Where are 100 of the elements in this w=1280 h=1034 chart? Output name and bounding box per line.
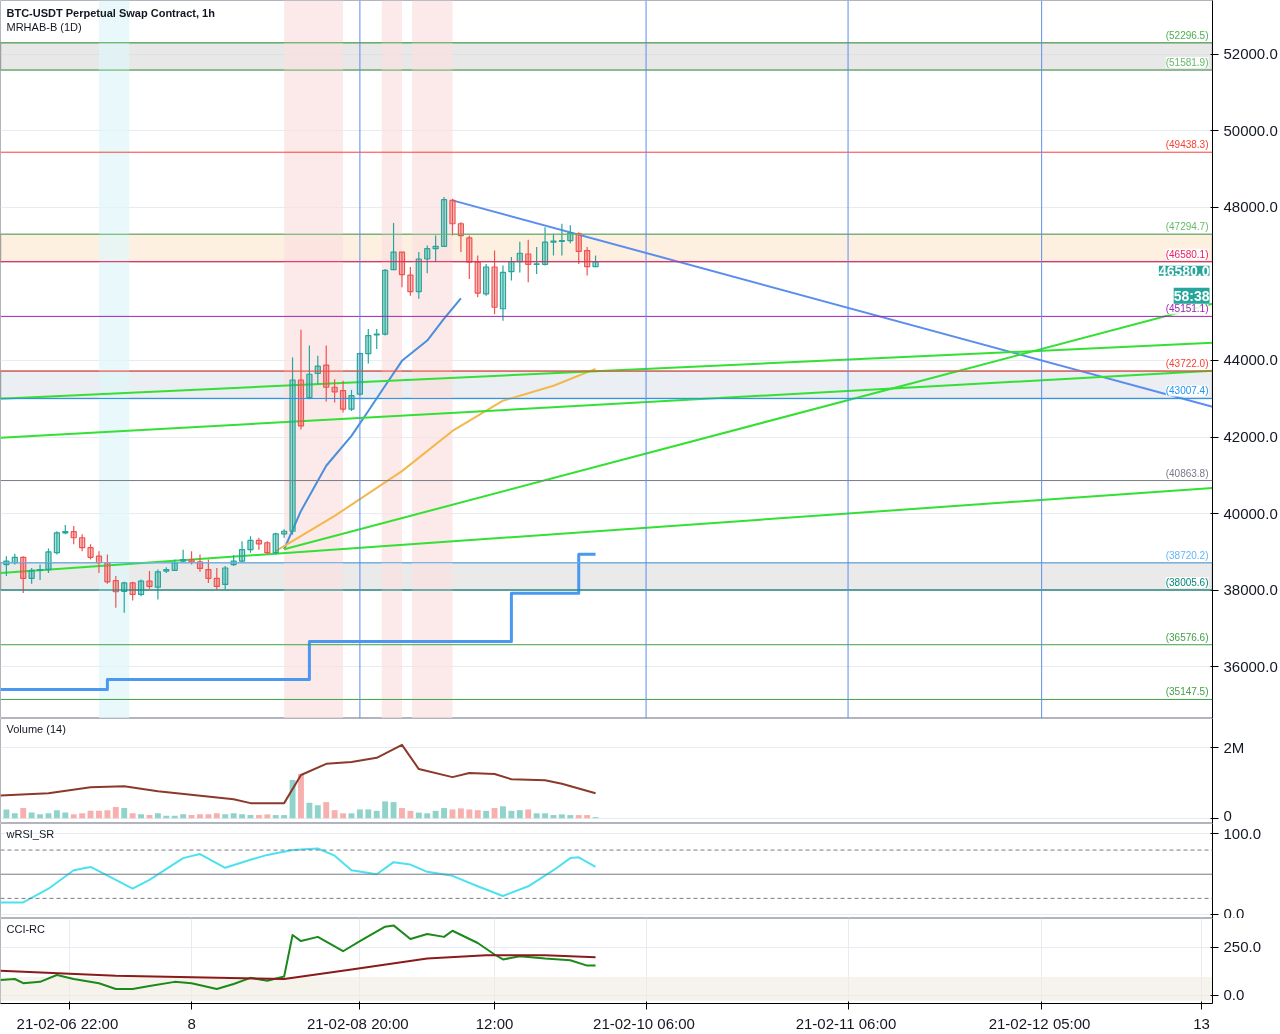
- y-tick-label: 52000.0: [1223, 45, 1278, 63]
- bar: [365, 809, 372, 819]
- candlestick: [449, 198, 456, 237]
- x-tick-label: 12:00: [475, 1014, 514, 1032]
- bar: [62, 812, 69, 819]
- bar: [79, 813, 86, 819]
- bar: [3, 809, 10, 819]
- y-tick-label: 0.0: [1223, 986, 1245, 1004]
- candlestick: [180, 549, 187, 564]
- candlestick: [432, 235, 439, 263]
- candlestick: [491, 249, 498, 315]
- bar: [96, 810, 102, 819]
- candlestick: [584, 246, 591, 277]
- bar: [474, 810, 481, 819]
- candlestick: [508, 256, 515, 282]
- candlestick: [20, 555, 27, 594]
- candlestick: [222, 565, 229, 591]
- candlestick: [440, 196, 448, 248]
- y-tick-label: 0: [1223, 806, 1232, 824]
- y-tick-label: 250.0: [1223, 938, 1262, 956]
- candlestick: [390, 222, 397, 271]
- bar: [508, 810, 515, 819]
- chart-title: wRSI_SR: [5, 827, 55, 840]
- y-tick-label: 40000.0: [1223, 504, 1278, 522]
- candlestick: [255, 537, 263, 551]
- chart-title: CCI-RC: [6, 922, 46, 935]
- bar: [306, 802, 313, 819]
- bar: [558, 814, 565, 819]
- bar: [533, 813, 540, 819]
- ref-line-label: (43007.4): [1165, 385, 1209, 397]
- bar: [323, 802, 330, 819]
- candlestick: [474, 254, 481, 298]
- bar: [104, 810, 111, 819]
- y-tick-label: 48000.0: [1223, 198, 1278, 216]
- bar: [154, 813, 161, 819]
- bar: [542, 813, 548, 819]
- candlestick: [407, 266, 414, 297]
- bar: [390, 802, 397, 819]
- candlestick: [365, 328, 372, 365]
- candlestick: [238, 540, 246, 564]
- bar: [298, 773, 304, 819]
- bar: [222, 814, 229, 819]
- bar: [264, 814, 271, 819]
- bar: [112, 806, 119, 819]
- candlestick: [373, 328, 380, 350]
- bar: [491, 808, 498, 819]
- text: MRHAB-B (1D): [6, 20, 82, 33]
- candlestick: [424, 244, 431, 274]
- bar: [441, 808, 447, 819]
- candlestick: [541, 226, 549, 267]
- bar: [28, 812, 35, 819]
- bar: [584, 815, 591, 819]
- candlestick: [525, 239, 532, 283]
- ref-line-label: (46580.1): [1165, 248, 1209, 260]
- candlestick: [36, 563, 44, 581]
- bar: [197, 814, 203, 819]
- annotation: 58:38: [1173, 287, 1210, 304]
- bar: [415, 812, 422, 819]
- bar: [483, 810, 490, 819]
- bar: [281, 815, 288, 819]
- candlestick: [398, 251, 406, 288]
- bar: [516, 810, 523, 819]
- bar: [525, 809, 532, 819]
- bar: [180, 814, 187, 819]
- ref-line-label: (38720.2): [1165, 549, 1209, 561]
- x-tick-label: 21-02-08 20:00: [306, 1014, 409, 1032]
- candlestick: [533, 246, 540, 275]
- x-tick-label: 13: [1193, 1014, 1210, 1032]
- text: BTC-USDT Perpetual Swap Contract, 1h: [6, 6, 216, 19]
- bar: [37, 814, 43, 819]
- bar: [213, 813, 220, 819]
- bar: [188, 815, 195, 819]
- bar: [373, 810, 380, 819]
- y-tick-label: 100.0: [1223, 824, 1262, 842]
- bar: [432, 810, 439, 819]
- bar: [424, 813, 431, 819]
- bar: [289, 779, 296, 819]
- bar: [500, 806, 506, 819]
- annotation: 46580.0: [1158, 262, 1210, 279]
- bar: [53, 810, 60, 819]
- candlestick: [331, 378, 338, 404]
- bar: [567, 815, 574, 819]
- y-tick-label: 42000.0: [1223, 428, 1278, 446]
- bar: [331, 810, 338, 819]
- candlestick: [550, 233, 557, 257]
- candlestick: [213, 567, 220, 591]
- candlestick: [483, 263, 490, 297]
- ref-line-label: (52296.5): [1165, 29, 1209, 41]
- candlestick: [457, 221, 465, 253]
- candlestick: [70, 525, 77, 545]
- x-tick-label: 21-02-12 05:00: [988, 1014, 1091, 1032]
- x-tick-label: 21-02-11 06:00: [795, 1014, 897, 1032]
- y-tick-label: 44000.0: [1223, 351, 1278, 369]
- ref-line-label: (36576.6): [1165, 631, 1209, 643]
- candlestick: [297, 329, 305, 430]
- ref-line-label: (35147.5): [1165, 686, 1209, 698]
- candlestick: [289, 356, 296, 536]
- ref-line-label: (43722.0): [1165, 358, 1209, 370]
- candlestick: [45, 547, 52, 574]
- bar: [11, 813, 18, 819]
